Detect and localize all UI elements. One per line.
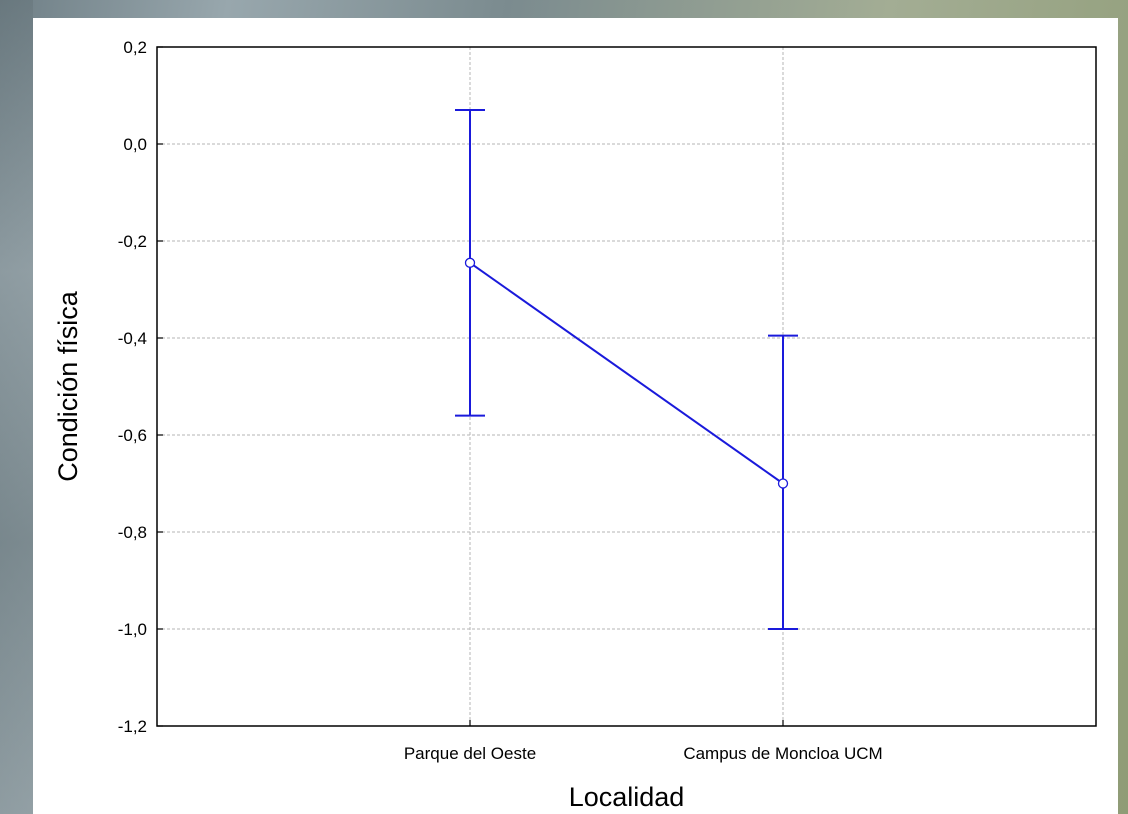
data-point [464, 257, 476, 268]
chart-panel: 0,2 0,0 -0,2 -0,4 -0,6 -0,8 -1,0 -1,2 Parque de… [33, 18, 1118, 814]
y-tick-label: -0,8 [118, 523, 147, 542]
grid-lines [157, 47, 1096, 726]
y-tick-label: -0,4 [118, 329, 147, 348]
y-tick-label: -0,6 [118, 426, 147, 445]
y-tick-label: -0,2 [118, 232, 147, 251]
y-tick-label: -1,2 [118, 717, 147, 736]
y-tick-label: 0,0 [123, 135, 147, 154]
y-tick-label: -1,0 [118, 620, 147, 639]
data-point [777, 478, 789, 489]
x-tick-label: Parque del Oeste [404, 744, 536, 763]
series-layer [455, 109, 798, 630]
y-axis-title: Condición física [53, 290, 83, 482]
y-tick-label: 0,2 [123, 38, 147, 57]
x-axis-ticks: Parque del Oeste Campus de Moncloa UCM [404, 720, 883, 763]
y-axis-ticks: 0,2 0,0 -0,2 -0,4 -0,6 -0,8 -1,0 -1,2 [118, 38, 163, 736]
series-line [469, 262, 784, 485]
background-streak [0, 0, 33, 814]
x-axis-title: Localidad [569, 782, 685, 812]
plot-area-frame [156, 46, 1097, 727]
x-tick-label: Campus de Moncloa UCM [683, 744, 882, 763]
chart: 0,2 0,0 -0,2 -0,4 -0,6 -0,8 -1,0 -1,2 Parque de… [53, 38, 1097, 812]
